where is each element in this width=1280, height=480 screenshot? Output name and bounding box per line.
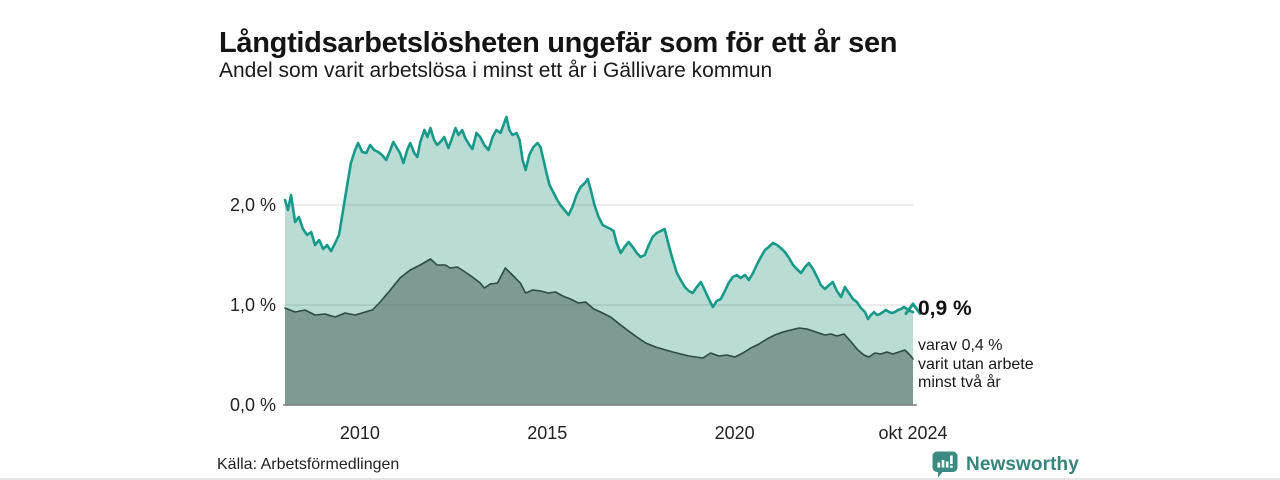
long-term-total-latest-arrow-icon bbox=[904, 302, 922, 315]
x-tick-label-2020: 2020 bbox=[715, 423, 755, 443]
y-tick-label-1: 1,0 % bbox=[230, 295, 276, 315]
latest-value-label: 0,9 % bbox=[918, 297, 972, 320]
two-years-plus-line bbox=[284, 258, 914, 360]
x-tick-label-okt 2024: okt 2024 bbox=[878, 423, 947, 443]
y-tick-label-0: 0,0 % bbox=[230, 395, 276, 415]
source-note: Källa: Arbetsförmedlingen bbox=[217, 456, 400, 473]
latest-value-note: varav 0,4 % varit utan arbete minst två … bbox=[918, 337, 1034, 391]
newsworthy-logo: Newsworthy bbox=[932, 451, 1079, 478]
newsworthy-brand-name: Newsworthy bbox=[966, 453, 1079, 475]
y-tick-label-2: 2,0 % bbox=[230, 195, 276, 215]
page-title: Långtidsarbetslösheten ungefär som för e… bbox=[219, 27, 898, 60]
badge-shape bbox=[932, 451, 958, 478]
page-subtitle: Andel som varit arbetslösa i minst ett å… bbox=[219, 59, 773, 82]
long-term-total-line bbox=[283, 115, 915, 321]
page-bottom-border bbox=[0, 478, 1280, 480]
newsworthy-bars-icon bbox=[932, 451, 958, 478]
two-years-plus-area bbox=[285, 259, 913, 405]
x-tick-label-2015: 2015 bbox=[527, 423, 567, 443]
x-tick-label-2010: 2010 bbox=[340, 423, 380, 443]
